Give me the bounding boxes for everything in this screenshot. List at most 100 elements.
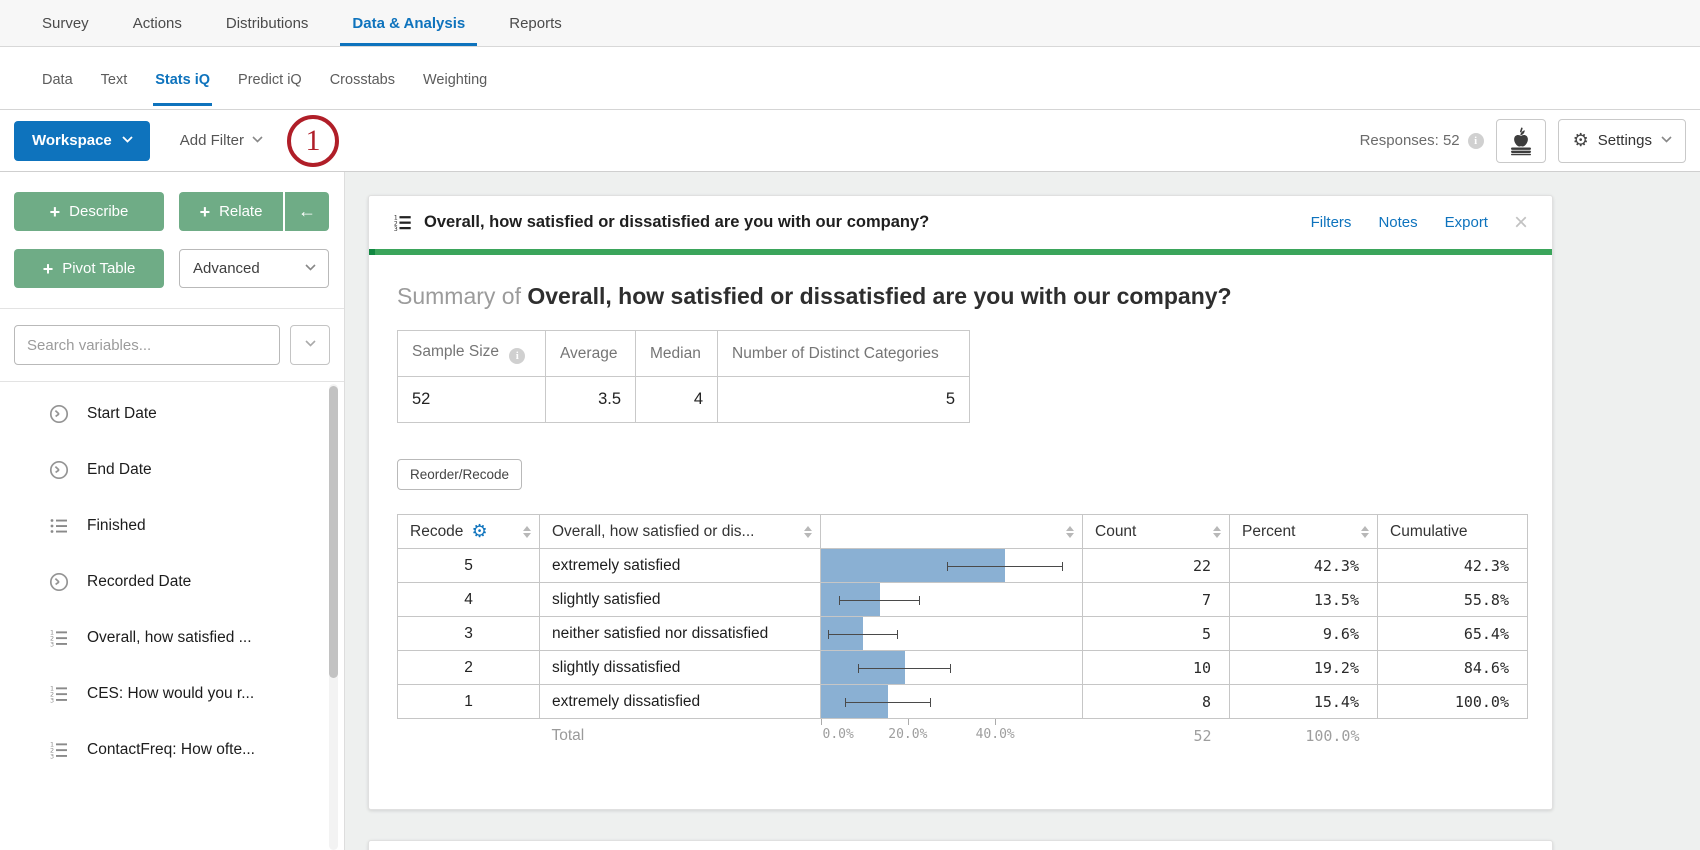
bar-chart-cell xyxy=(821,651,1083,685)
sort-arrows-icon[interactable] xyxy=(1066,526,1074,538)
responses-count: Responses: 52 i xyxy=(1360,132,1484,149)
left-arrow-icon: ← xyxy=(298,201,316,222)
variable-label: Start Date xyxy=(87,405,157,423)
column-header-bar-chart[interactable] xyxy=(821,515,1083,549)
export-link[interactable]: Export xyxy=(1445,214,1488,231)
learning-resources-button[interactable] xyxy=(1496,119,1546,163)
chevron-down-icon xyxy=(252,136,262,146)
cumulative-value: 55.8% xyxy=(1378,583,1528,617)
relate-button-group: + Relate ← xyxy=(179,192,329,231)
table-row: 5 extremely satisfied 22 42.3% 42.3% xyxy=(398,549,1528,583)
responses-label: Responses: 52 xyxy=(1360,132,1460,149)
analysis-card: 123 Overall, how satisfied or dissatisfi… xyxy=(368,195,1553,810)
scrollbar-thumb[interactable] xyxy=(329,386,338,678)
subnav-tab-crosstabs[interactable]: Crosstabs xyxy=(316,51,409,106)
category-label: neither satisfied nor dissatisfied xyxy=(540,617,821,651)
relate-button[interactable]: + Relate xyxy=(179,192,283,231)
axis-tick-label: 40.0% xyxy=(976,727,1015,742)
chevron-down-icon xyxy=(122,136,132,146)
nav-tab-actions[interactable]: Actions xyxy=(111,0,204,46)
info-icon[interactable]: i xyxy=(1468,133,1484,149)
annotation-circle-1: 1 xyxy=(287,115,339,167)
summary-question-title: Overall, how satisfied or dissatisfied a… xyxy=(527,283,1231,309)
subnav-tab-stats-iq[interactable]: Stats iQ xyxy=(141,51,224,106)
count-value: 7 xyxy=(1083,583,1230,617)
variable-item-overall-satisfaction[interactable]: 123 Overall, how satisfied ... xyxy=(0,610,344,666)
count-value: 10 xyxy=(1083,651,1230,685)
subnav-tab-predict-iq[interactable]: Predict iQ xyxy=(224,51,316,106)
error-bar xyxy=(947,566,1064,567)
count-value: 22 xyxy=(1083,549,1230,583)
variable-item-end-date[interactable]: End Date xyxy=(0,442,344,498)
plus-icon: + xyxy=(50,203,61,221)
pivot-table-button[interactable]: + Pivot Table xyxy=(14,249,164,288)
sort-arrows-icon[interactable] xyxy=(1361,526,1369,538)
recode-value: 2 xyxy=(398,651,540,685)
axis-tick-label: 20.0% xyxy=(888,727,927,742)
nav-tab-reports[interactable]: Reports xyxy=(487,0,584,46)
table-row: 1 extremely dissatisfied 8 15.4% 100.0% xyxy=(398,685,1528,719)
table-row: 2 slightly dissatisfied 10 19.2% 84.6% xyxy=(398,651,1528,685)
summary-prefix: Summary of xyxy=(397,283,521,309)
axis-tick xyxy=(908,719,909,725)
error-bar xyxy=(858,668,951,669)
content-area: + Describe + Relate ← xyxy=(0,172,1700,850)
card-accent-bar xyxy=(369,249,1552,255)
variable-label: Recorded Date xyxy=(87,573,191,591)
settings-label: Settings xyxy=(1598,132,1652,149)
nav-tab-distributions[interactable]: Distributions xyxy=(204,0,331,46)
nav-tab-survey[interactable]: Survey xyxy=(20,0,111,46)
variable-item-start-date[interactable]: Start Date xyxy=(0,386,344,442)
subnav-tab-data[interactable]: Data xyxy=(28,51,87,106)
subnav-tab-weighting[interactable]: Weighting xyxy=(409,51,501,106)
column-header-recode[interactable]: Recode ⚙ xyxy=(398,515,540,549)
search-options-dropdown[interactable] xyxy=(290,325,330,365)
reorder-recode-button[interactable]: Reorder/Recode xyxy=(397,459,522,490)
notes-link[interactable]: Notes xyxy=(1378,214,1417,231)
close-icon[interactable]: × xyxy=(1514,211,1528,235)
summary-header-average: Average xyxy=(546,331,636,377)
workspace-button[interactable]: Workspace xyxy=(14,121,150,161)
cumulative-value: 42.3% xyxy=(1378,549,1528,583)
advanced-dropdown[interactable]: Advanced xyxy=(179,249,329,288)
gear-icon[interactable]: ⚙ xyxy=(471,523,487,541)
pivot-table-label: Pivot Table xyxy=(62,260,135,277)
workspace-toolbar: Workspace Add Filter 1 Responses: 52 i xyxy=(0,110,1700,172)
svg-text:3: 3 xyxy=(50,752,54,760)
settings-button[interactable]: ⚙ Settings xyxy=(1558,119,1686,163)
next-analysis-card-partial xyxy=(368,840,1553,850)
ordered-list-icon: 123 xyxy=(48,683,70,705)
column-header-question[interactable]: Overall, how satisfied or dis... xyxy=(540,515,821,549)
nav-tab-data-analysis[interactable]: Data & Analysis xyxy=(330,0,487,46)
filters-link[interactable]: Filters xyxy=(1311,214,1352,231)
collapse-sidebar-button[interactable]: ← xyxy=(285,192,329,231)
variable-item-recorded-date[interactable]: Recorded Date xyxy=(0,554,344,610)
total-percent: 100.0% xyxy=(1230,719,1378,754)
sort-arrows-icon[interactable] xyxy=(1213,526,1221,538)
summary-value-average: 3.5 xyxy=(546,377,636,423)
plus-icon: + xyxy=(43,260,54,278)
workspace-button-label: Workspace xyxy=(32,132,112,149)
recode-value: 3 xyxy=(398,617,540,651)
variable-item-ces[interactable]: 123 CES: How would you r... xyxy=(0,666,344,722)
variable-label: End Date xyxy=(87,461,152,479)
sort-arrows-icon[interactable] xyxy=(804,526,812,538)
bar-chart-cell xyxy=(821,549,1083,583)
column-header-percent[interactable]: Percent xyxy=(1230,515,1378,549)
add-filter-dropdown[interactable]: Add Filter xyxy=(180,132,262,149)
frequency-table: Recode ⚙ Overall, how satisfied or dis..… xyxy=(397,514,1528,753)
variable-label: Overall, how satisfied ... xyxy=(87,629,252,647)
chevron-down-icon xyxy=(305,264,315,274)
variable-item-contactfreq[interactable]: 123 ContactFreq: How ofte... xyxy=(0,722,344,778)
relate-label: Relate xyxy=(219,203,262,220)
subnav-tab-text[interactable]: Text xyxy=(87,51,142,106)
variable-item-finished[interactable]: Finished xyxy=(0,498,344,554)
sort-arrows-icon[interactable] xyxy=(523,526,531,538)
variables-sidebar: + Describe + Relate ← xyxy=(0,172,345,850)
info-icon[interactable]: i xyxy=(509,348,525,364)
column-header-cumulative[interactable]: Cumulative xyxy=(1378,515,1528,549)
describe-button[interactable]: + Describe xyxy=(14,192,164,231)
search-input[interactable] xyxy=(14,325,280,365)
column-header-count[interactable]: Count xyxy=(1083,515,1230,549)
cumulative-value: 84.6% xyxy=(1378,651,1528,685)
